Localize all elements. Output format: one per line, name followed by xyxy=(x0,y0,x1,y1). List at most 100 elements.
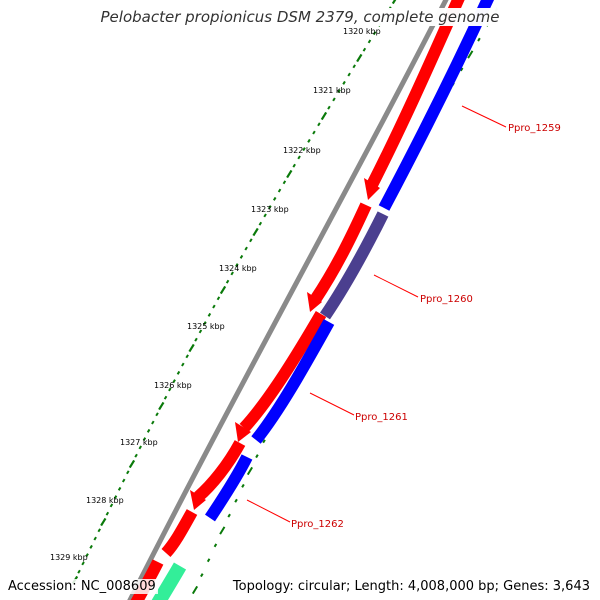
outer-tick xyxy=(234,498,238,503)
minor-tick xyxy=(134,453,138,458)
gene-arrowhead xyxy=(364,178,380,200)
minor-tick xyxy=(372,31,377,36)
minor-tick xyxy=(272,196,277,201)
minor-tick xyxy=(151,420,155,425)
minor-tick xyxy=(198,329,203,334)
minor-tick xyxy=(292,163,296,168)
major-tick xyxy=(128,459,136,469)
minor-tick xyxy=(105,511,110,516)
minor-tick xyxy=(244,246,248,251)
topology-text: Topology: circular; Length: 4,008,000 bp… xyxy=(230,579,592,594)
outer-tick xyxy=(262,439,266,444)
gene-arrow xyxy=(239,310,327,433)
major-tick xyxy=(320,111,328,121)
major-tick xyxy=(158,401,165,411)
major-tick xyxy=(391,0,397,5)
minor-tick xyxy=(155,412,159,417)
minor-tick xyxy=(121,478,126,483)
minor-tick xyxy=(81,561,85,566)
gene-arrowhead xyxy=(190,490,206,510)
outer-tick xyxy=(477,37,481,42)
outer-tick xyxy=(241,483,245,488)
outer-tick xyxy=(459,67,464,72)
gene-labels: Ppro_1259 Ppro_1260 Ppro_1261 Ppro_1262 xyxy=(246,105,561,530)
accession-text: Accession: NC_008609 xyxy=(6,579,158,594)
minor-tick xyxy=(235,263,239,268)
minor-tick xyxy=(146,428,151,433)
major-tick xyxy=(286,169,293,179)
kbp-label: 1321 kbp xyxy=(313,86,351,95)
outer-tick xyxy=(227,513,231,518)
gene-label: Ppro_1260 xyxy=(420,294,473,305)
gene-arrow xyxy=(151,562,187,600)
minor-tick xyxy=(367,39,372,44)
minor-tick xyxy=(172,379,176,384)
minor-tick xyxy=(109,503,114,508)
minor-tick xyxy=(212,304,216,309)
outer-tick xyxy=(467,50,474,59)
minor-tick xyxy=(89,544,93,549)
minor-tick xyxy=(342,80,346,85)
minor-tick xyxy=(225,279,230,284)
genome-title-text: Pelobacter propionicus DSM 2379, complet… xyxy=(98,8,502,26)
minor-tick xyxy=(176,370,181,375)
kbp-label: 1322 kbp xyxy=(283,146,321,155)
major-tick xyxy=(219,285,227,295)
gene-arrow xyxy=(310,202,372,304)
minor-tick xyxy=(181,362,185,367)
minor-tick xyxy=(138,445,142,450)
genome-title: Pelobacter propionicus DSM 2379, complet… xyxy=(0,8,600,26)
minor-tick xyxy=(302,147,306,152)
outer-tick xyxy=(213,543,218,548)
gene-label: Ppro_1261 xyxy=(355,412,408,423)
kbp-label: 1324 kbp xyxy=(219,264,257,273)
minor-tick xyxy=(113,495,118,500)
minor-tick xyxy=(268,205,272,210)
kbp-label: 1320 kbp xyxy=(343,27,381,36)
gene-arrow xyxy=(205,454,253,522)
minor-tick xyxy=(230,271,234,276)
gene-arrow xyxy=(251,319,335,444)
gene-arrow xyxy=(366,0,465,188)
major-tick xyxy=(252,227,259,237)
kbp-label: 1325 kbp xyxy=(187,322,225,331)
kbp-label: 1326 kbp xyxy=(154,381,192,390)
minor-tick xyxy=(297,155,301,160)
minor-tick xyxy=(117,486,122,491)
outer-tick xyxy=(191,585,199,595)
minor-tick xyxy=(203,321,207,326)
gene-arrowhead xyxy=(235,422,251,442)
minor-tick xyxy=(277,188,282,193)
minor-tick xyxy=(239,254,244,259)
minor-tick xyxy=(249,238,253,243)
minor-tick xyxy=(332,97,336,102)
genome-backbone xyxy=(127,0,449,600)
leader-line xyxy=(309,392,355,416)
minor-tick xyxy=(142,437,147,442)
kbp-label: 1328 kbp xyxy=(86,496,124,505)
major-tick xyxy=(100,517,107,527)
minor-tick xyxy=(185,354,189,359)
minor-tick xyxy=(258,221,263,226)
minor-tick xyxy=(282,180,287,185)
leader-line xyxy=(246,499,291,523)
minor-tick xyxy=(163,395,168,400)
minor-tick xyxy=(337,89,341,94)
minor-tick xyxy=(216,296,221,301)
minor-tick xyxy=(126,470,130,475)
outer-tick xyxy=(200,573,204,578)
minor-tick xyxy=(77,569,81,574)
gene-label: Ppro_1262 xyxy=(291,519,344,530)
leader-line xyxy=(373,274,419,298)
forward-strand-genes xyxy=(130,0,465,600)
gene-arrowhead xyxy=(307,292,322,312)
gene-arrow xyxy=(194,440,246,502)
minor-tick xyxy=(93,536,97,541)
outer-tick xyxy=(246,466,253,476)
kbp-label: 1323 kbp xyxy=(251,205,289,214)
minor-tick xyxy=(168,387,172,392)
minor-tick xyxy=(263,213,267,218)
kbp-label: 1329 kbp xyxy=(50,553,88,562)
gene-label: Ppro_1259 xyxy=(508,123,561,134)
